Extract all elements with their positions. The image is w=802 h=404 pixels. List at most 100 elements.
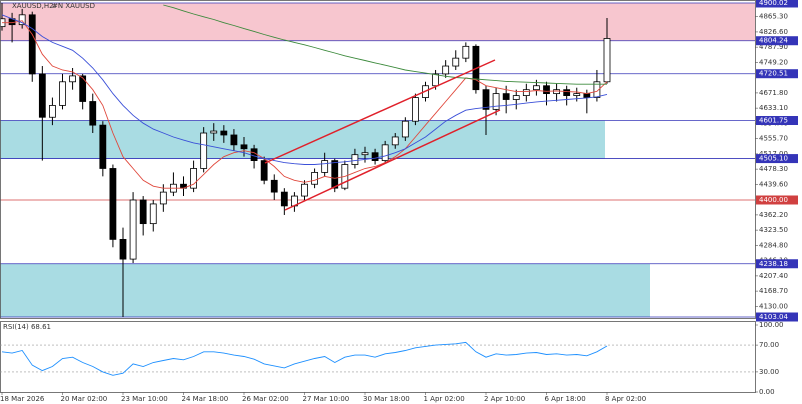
price-axis: 4865.30 4826.60 4787.90 4749.20 4671.80 4633.…	[755, 0, 798, 322]
rsi-frame	[0, 321, 756, 393]
zone	[0, 2, 755, 41]
candle-body	[210, 130, 218, 134]
moving-average	[2, 20, 608, 189]
level-label: 4900.02	[759, 0, 788, 7]
candle-body	[543, 85, 550, 95]
candle-body	[230, 134, 238, 146]
y-tick-label: 4362.20	[759, 211, 788, 219]
level-label: 4400.00	[759, 196, 788, 204]
y-tick-label: 4633.10	[759, 104, 788, 112]
x-tick-label: 24 Mar 18:00	[182, 395, 229, 403]
level-label-bg	[756, 195, 798, 205]
y-tick-label: 4865.30	[759, 13, 788, 21]
candle-body	[533, 85, 540, 91]
level-label: 4720.51	[759, 70, 788, 78]
level-label-bg	[756, 312, 798, 322]
candle-body	[321, 160, 329, 173]
candle-body	[89, 101, 97, 126]
x-tick-label: 23 Mar 10:00	[121, 395, 168, 403]
candle-body	[351, 154, 359, 165]
candle-body	[482, 89, 490, 110]
candle-body	[280, 191, 288, 207]
level-label-bg	[756, 154, 798, 164]
candle-body	[583, 93, 591, 98]
candle-body	[462, 45, 470, 59]
candle-body	[603, 38, 611, 83]
level-label: 4505.10	[759, 155, 788, 163]
candle-body	[442, 65, 450, 75]
y-tick-label: 70.00	[759, 341, 779, 349]
candle-body	[593, 81, 601, 98]
candle-body	[129, 199, 137, 260]
candle-body	[553, 89, 560, 95]
candle-body	[371, 152, 379, 161]
candle-body	[301, 183, 308, 197]
x-tick-label: 18 Mar 2026	[0, 395, 45, 403]
rsi-title: RSI(14) 68.61	[3, 323, 51, 331]
y-tick-label: 4826.60	[759, 28, 788, 36]
y-tick-label: 4787.90	[759, 43, 788, 51]
y-tick-label: 0.00	[759, 388, 775, 396]
zone	[0, 263, 650, 317]
y-tick-label: 4478.30	[759, 165, 788, 173]
candle-body	[260, 160, 268, 181]
candle-body	[190, 168, 197, 189]
candle-body	[492, 93, 500, 110]
candle-body	[159, 191, 167, 205]
channel-upper	[264, 59, 496, 164]
y-tick-label: 4517.00	[759, 150, 788, 158]
level-label: 4804.24	[759, 37, 788, 45]
candle-body	[522, 89, 530, 96]
candle-body	[361, 152, 369, 156]
x-tick-label: 6 Apr 18:00	[545, 395, 586, 403]
zone	[0, 120, 605, 159]
y-tick-label: 4130.00	[759, 302, 788, 310]
moving-average	[163, 4, 607, 85]
candle-body	[250, 148, 258, 161]
symbol-name: #N XAUUSD	[52, 2, 95, 10]
y-tick-label: 4323.50	[759, 226, 788, 234]
candle-body	[119, 238, 127, 260]
candle-body	[28, 14, 36, 75]
candle-body	[18, 14, 26, 26]
level-label-bg	[756, 259, 798, 269]
candle-body	[563, 89, 571, 96]
level-label: 4103.04	[759, 313, 788, 321]
candle-body	[69, 75, 76, 83]
y-tick-label: 4555.70	[759, 135, 788, 143]
candle-body	[149, 203, 157, 225]
candle-body	[49, 105, 56, 118]
channel-lower	[284, 109, 501, 211]
candle-body	[38, 73, 46, 118]
y-tick-label: 4439.60	[759, 180, 788, 188]
candle-body	[139, 199, 147, 225]
y-tick-label: 4749.20	[759, 58, 788, 66]
candle-body	[220, 130, 228, 136]
candle-body	[109, 168, 117, 240]
x-tick-label: 20 Mar 02:00	[61, 395, 108, 403]
level-label-bg	[756, 116, 798, 126]
candle-body	[512, 95, 520, 100]
moving-averages	[1, 4, 608, 189]
candle-body	[391, 136, 399, 146]
y-tick-label: 4207.40	[759, 272, 788, 280]
candle-body	[573, 93, 581, 96]
level-label: 4601.75	[759, 117, 788, 125]
candle-body	[432, 73, 439, 87]
candle-body	[401, 120, 409, 138]
candle-body	[502, 93, 510, 100]
candle-body	[452, 57, 460, 67]
y-tick-label: 4168.70	[759, 287, 788, 295]
x-tick-label: 8 Apr 02:00	[605, 395, 646, 403]
candle-body	[381, 144, 389, 161]
x-tick-label: 1 Apr 02:00	[424, 395, 465, 403]
level-label-bg	[756, 69, 798, 79]
y-tick-label: 100.00	[759, 321, 784, 329]
level-label: 4238.18	[759, 260, 788, 268]
y-tick-label: 30.00	[759, 368, 779, 376]
zones	[0, 2, 755, 317]
y-tick-label: 4671.80	[759, 89, 788, 97]
x-tick-label: 30 Mar 18:00	[363, 395, 410, 403]
x-tick-label: 2 Apr 10:00	[484, 395, 525, 403]
